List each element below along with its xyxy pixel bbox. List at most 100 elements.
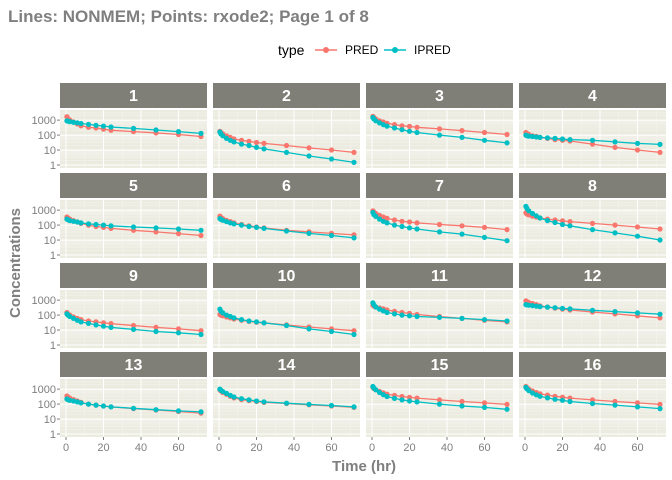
strip-bg-12 [519, 263, 666, 288]
pred-point [283, 142, 290, 149]
strip-bg-9 [60, 263, 207, 288]
ipred-point [283, 149, 290, 155]
ipred-point [399, 312, 405, 318]
ipred-point [70, 119, 77, 125]
ipred-point [612, 139, 618, 145]
ipred-point [481, 234, 488, 240]
ipred-point [657, 141, 663, 147]
ipred-point [198, 409, 204, 415]
chart-title: Lines: NONMEM; Points: rxode2; Page 1 of… [8, 7, 369, 26]
ipred-point [351, 235, 357, 241]
legend-entry-pred: PRED [315, 43, 379, 57]
pred-point [384, 215, 390, 221]
panel-bg-7 [366, 200, 513, 258]
ipred-point [552, 135, 558, 141]
pred-point [657, 315, 663, 321]
ipred-point [306, 401, 312, 407]
ipred-point [253, 319, 260, 325]
pred-point [399, 123, 405, 129]
ipred-point [93, 122, 99, 128]
x-tick-label: 40 [135, 442, 147, 454]
y-tick-label: 1 [50, 429, 56, 441]
ipred-point [436, 401, 443, 407]
x-tick-label: 0 [522, 442, 528, 454]
ipred-point [544, 135, 551, 141]
y-tick-label: 1000 [32, 115, 56, 127]
strip-label-7: 7 [435, 178, 444, 195]
pred-point [634, 147, 641, 153]
ipred-point [153, 328, 159, 335]
ipred-point [414, 399, 420, 405]
y-tick-label: 1000 [32, 205, 56, 217]
strip-label-6: 6 [282, 178, 291, 195]
ipred-point [78, 120, 84, 127]
ipred-point [306, 230, 312, 236]
ipred-point [544, 218, 551, 224]
panel-3: 3 [366, 83, 513, 168]
ipred-point [406, 225, 413, 231]
panel-16: 16 0 20 40 60 [519, 352, 666, 454]
pred-point [175, 326, 182, 332]
ipred-point [198, 227, 204, 233]
ipred-point [391, 311, 398, 317]
strip-bg-4 [519, 83, 666, 108]
strip-label-12: 12 [584, 268, 602, 285]
ipred-point [537, 215, 543, 221]
ipred-point [504, 140, 510, 146]
pred-point [504, 401, 510, 407]
ipred-point [231, 221, 237, 227]
panel-9: 9 1 10 100 1000 [32, 263, 207, 352]
strip-label-8: 8 [588, 178, 597, 195]
y-tick-label: 100 [38, 399, 56, 411]
strip-bg-7 [366, 173, 513, 198]
pred-point [436, 221, 443, 228]
pred-point [589, 397, 596, 403]
legend-title: type [278, 42, 305, 58]
y-tick-label: 100 [38, 130, 56, 142]
y-tick-label: 1000 [32, 295, 56, 307]
strip-bg-14 [213, 352, 360, 377]
pred-point [436, 397, 443, 403]
ipred-point [261, 225, 267, 231]
strip-label-1: 1 [129, 88, 138, 105]
pred-point [436, 126, 443, 132]
strip-label-5: 5 [129, 178, 138, 195]
ipred-point [238, 317, 245, 323]
ipred-point [612, 230, 618, 236]
ipred-point [351, 331, 357, 338]
x-tick-label: 0 [63, 442, 69, 454]
ipred-point [481, 137, 488, 143]
y-tick-label: 10 [44, 235, 56, 247]
ipred-point [376, 389, 383, 396]
strip-bg-10 [213, 263, 360, 288]
ipred-point [78, 220, 84, 226]
pred-point [406, 219, 413, 225]
panel-bg-3 [366, 110, 513, 168]
ipred-point [436, 132, 443, 138]
panel-13: 13 1 10 100 1000 0 20 40 60 [32, 352, 207, 454]
ipred-point [85, 221, 92, 227]
pred-point [567, 219, 573, 225]
ipred-point [589, 137, 596, 143]
pred-point [198, 232, 204, 239]
x-tick-label: 60 [172, 442, 184, 454]
panel-5: 5 1 10 100 1000 [32, 173, 207, 262]
strip-bg-11 [366, 263, 513, 288]
strip-label-4: 4 [588, 88, 597, 105]
ipred-point [559, 305, 566, 311]
y-tick-label: 10 [44, 414, 56, 426]
pred-point [559, 218, 566, 224]
ipred-point [93, 221, 99, 228]
ipred-point [544, 304, 551, 310]
pred-point [130, 322, 137, 329]
ipred-point [504, 406, 510, 412]
ipred-point [231, 139, 237, 145]
ipred-point [130, 326, 137, 332]
y-tick-label: 1 [50, 250, 56, 262]
ipred-point [657, 311, 663, 317]
panel-6: 6 [213, 173, 360, 258]
ipred-point [414, 129, 420, 136]
ipred-point [85, 401, 92, 407]
pred-point [153, 324, 159, 330]
x-tick-label: 40 [441, 442, 453, 454]
